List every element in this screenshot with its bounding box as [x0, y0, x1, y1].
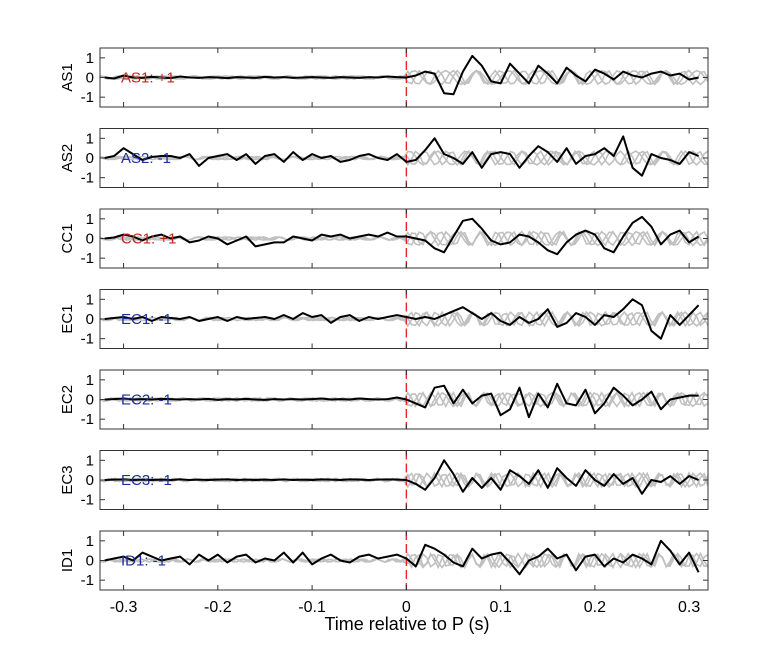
y-tick-label: 1 [86, 211, 94, 228]
waveform-trace-cc1 [104, 215, 700, 256]
polarity-label: ID1: -1 [121, 553, 166, 570]
panel-ec3: 1 0 -1 EC3 EC3: -1 [59, 450, 709, 510]
x-tick-label: -0.3 [110, 599, 138, 616]
panel-ylabel: EC2 [59, 385, 76, 414]
panel-ec1: 1 0 -1 EC1 EC1: -1 [59, 289, 709, 349]
y-tick-label: -1 [81, 411, 94, 428]
y-tick-label: 1 [86, 130, 94, 147]
panel-ylabel: AS1 [59, 63, 76, 91]
waveform-trace-ec3 [104, 459, 699, 495]
y-tick-label: -1 [81, 572, 94, 589]
x-tick-label: -0.1 [298, 599, 326, 616]
x-tick-label: 0.3 [678, 599, 700, 616]
y-tick-label: 0 [86, 311, 94, 328]
x-tick-label: 0.2 [584, 599, 606, 616]
x-tick-label: 0.1 [489, 599, 511, 616]
panel-id1: 1 0 -1 ID1 ID1: -1 [59, 530, 709, 591]
panel-ylabel: EC1 [59, 304, 76, 333]
polarity-label: AS1: +1 [121, 70, 175, 87]
x-axis-tick-labels: -0.3 -0.2 -0.1 0 0.1 0.2 0.3 [110, 599, 701, 616]
x-tick-label: 0 [402, 599, 411, 616]
panel-cc1: 1 0 -1 CC1 CC1: +1 [59, 208, 709, 269]
y-tick-label: 0 [86, 150, 94, 167]
y-tick-label: 1 [86, 533, 94, 550]
y-tick-label: 0 [86, 553, 94, 570]
waveform-trace-id1 [104, 539, 700, 576]
x-tick-label: -0.2 [204, 599, 232, 616]
y-tick-label: 1 [86, 452, 94, 469]
panel-as1: 1 0 -1 AS1 AS1: +1 [59, 47, 709, 108]
polarity-label: EC1: -1 [121, 311, 172, 328]
y-tick-label: 1 [86, 50, 94, 67]
y-tick-label: 1 [86, 291, 94, 308]
polarity-label: AS2: -1 [121, 150, 171, 167]
waveform-trace-ec1 [104, 298, 700, 340]
panels-group: 1 0 -1 AS1 AS1: +1 1 0 -1 AS2 AS2: -1 1 0 -1 CC1 CC1: … [59, 47, 709, 591]
panel-ylabel: EC3 [59, 465, 76, 494]
y-tick-label: -1 [81, 170, 94, 187]
reference-trace [100, 551, 708, 570]
y-tick-label: 0 [86, 472, 94, 489]
panel-ylabel: ID1 [59, 549, 76, 572]
panel-ec2: 1 0 -1 EC2 EC2: -1 [59, 369, 709, 430]
waveform-trace-as1 [104, 54, 699, 96]
reference-trace [100, 149, 708, 167]
panel-ylabel: AS2 [59, 144, 76, 172]
panel-ylabel: CC1 [59, 223, 76, 253]
polarity-label: EC3: -1 [121, 472, 172, 489]
x-axis-label: Time relative to P (s) [324, 614, 489, 634]
y-tick-label: 0 [86, 231, 94, 248]
polarity-label: CC1: +1 [121, 231, 176, 248]
y-tick-label: -1 [81, 89, 94, 106]
y-tick-label: 0 [86, 70, 94, 87]
polarity-label: EC2: -1 [121, 392, 172, 409]
panel-as2: 1 0 -1 AS2 AS2: -1 [59, 128, 709, 188]
waveform-trace-as2 [104, 135, 699, 177]
y-tick-label: -1 [81, 492, 94, 509]
y-tick-label: 1 [86, 372, 94, 389]
y-tick-label: 0 [86, 392, 94, 409]
y-tick-label: -1 [81, 331, 94, 348]
y-tick-label: -1 [81, 250, 94, 267]
waveform-trace-ec2 [104, 382, 699, 419]
